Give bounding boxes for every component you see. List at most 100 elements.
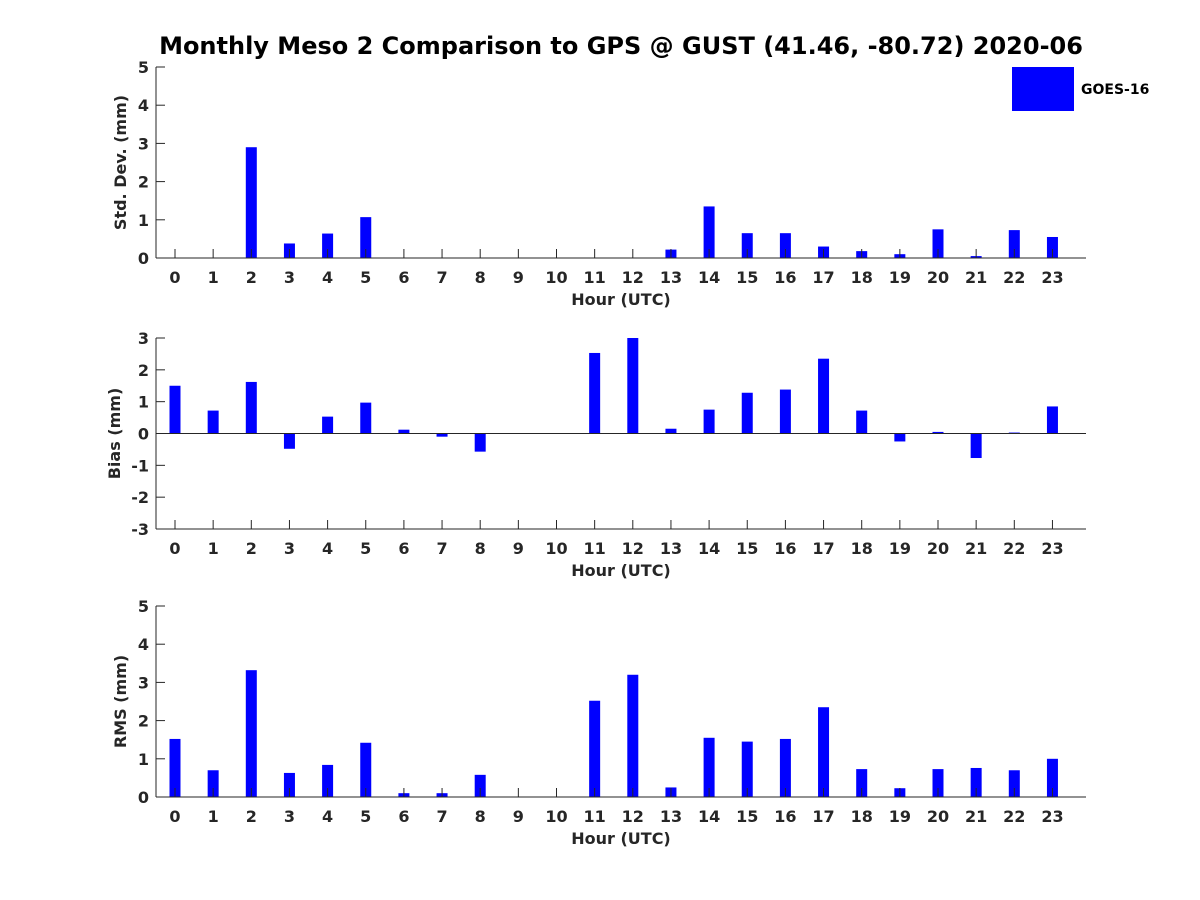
x-tick-label: 8 bbox=[475, 807, 486, 826]
x-tick-label: 4 bbox=[322, 807, 333, 826]
x-tick-label: 14 bbox=[698, 539, 720, 558]
x-tick-label: 12 bbox=[622, 807, 644, 826]
y-tick-label: 2 bbox=[138, 712, 149, 731]
bar-hour-8 bbox=[474, 433, 486, 452]
bar-hour-14 bbox=[703, 737, 715, 797]
bar-hour-2 bbox=[245, 670, 257, 797]
bar-hour-20 bbox=[932, 769, 944, 797]
x-tick-label: 7 bbox=[436, 268, 447, 287]
x-tick-label: 0 bbox=[169, 268, 180, 287]
x-tick-label: 21 bbox=[965, 807, 987, 826]
y-tick-label: 1 bbox=[138, 750, 149, 769]
bar-hour-18 bbox=[856, 769, 868, 797]
bar-hour-15 bbox=[741, 233, 753, 258]
y-tick-label: 4 bbox=[138, 635, 149, 654]
y-tick-label: 5 bbox=[138, 597, 149, 616]
bar-hour-8 bbox=[474, 774, 486, 797]
x-tick-label: 12 bbox=[622, 539, 644, 558]
x-tick-label: 0 bbox=[169, 807, 180, 826]
x-tick-label: 3 bbox=[284, 268, 295, 287]
x-tick-label: 7 bbox=[436, 807, 447, 826]
bar-hour-4 bbox=[322, 416, 334, 434]
x-tick-label: 1 bbox=[208, 807, 219, 826]
x-tick-label: 19 bbox=[889, 807, 911, 826]
x-tick-label: 7 bbox=[436, 539, 447, 558]
x-tick-label: 13 bbox=[660, 539, 682, 558]
x-tick-label: 17 bbox=[812, 268, 834, 287]
x-tick-label: 18 bbox=[851, 807, 873, 826]
x-tick-label: 13 bbox=[660, 807, 682, 826]
y-tick-label: 2 bbox=[138, 173, 149, 192]
x-tick-label: 6 bbox=[398, 539, 409, 558]
bar-hour-0 bbox=[169, 385, 181, 434]
y-tick-label: 5 bbox=[138, 58, 149, 77]
x-tick-label: 14 bbox=[698, 268, 720, 287]
y-tick-label: -3 bbox=[131, 520, 149, 539]
x-tick-label: 16 bbox=[774, 268, 796, 287]
bar-hour-19 bbox=[894, 433, 906, 442]
bar-hour-2 bbox=[245, 147, 257, 258]
x-tick-label: 9 bbox=[513, 539, 524, 558]
bar-hour-2 bbox=[245, 381, 257, 434]
bar-hour-5 bbox=[360, 217, 372, 258]
legend-label: GOES-16 bbox=[1081, 82, 1149, 98]
x-tick-label: 20 bbox=[927, 807, 949, 826]
bar-hour-21 bbox=[970, 767, 982, 797]
x-tick-label: 22 bbox=[1003, 807, 1025, 826]
bar-hour-15 bbox=[741, 392, 753, 434]
x-tick-label: 1 bbox=[208, 539, 219, 558]
y-axis-label: RMS (mm) bbox=[111, 655, 130, 748]
x-tick-label: 9 bbox=[513, 807, 524, 826]
x-tick-label: 16 bbox=[774, 807, 796, 826]
bar-hour-16 bbox=[779, 738, 791, 797]
x-tick-label: 16 bbox=[774, 539, 796, 558]
y-tick-label: 2 bbox=[138, 361, 149, 380]
x-axis-label: Hour (UTC) bbox=[571, 561, 671, 580]
x-tick-label: 8 bbox=[475, 268, 486, 287]
x-tick-label: 11 bbox=[584, 807, 606, 826]
x-tick-label: 5 bbox=[360, 268, 371, 287]
bar-hour-7 bbox=[436, 433, 448, 437]
bar-hour-13 bbox=[665, 428, 677, 434]
y-tick-label: 3 bbox=[138, 329, 149, 348]
y-axis-label: Bias (mm) bbox=[105, 388, 124, 480]
x-tick-label: 11 bbox=[584, 539, 606, 558]
x-tick-label: 15 bbox=[736, 268, 758, 287]
bar-hour-4 bbox=[322, 764, 334, 797]
x-tick-label: 15 bbox=[736, 539, 758, 558]
bar-hour-3 bbox=[283, 772, 295, 797]
y-tick-label: 0 bbox=[138, 788, 149, 807]
bar-hour-15 bbox=[741, 741, 753, 797]
x-tick-label: 6 bbox=[398, 807, 409, 826]
x-tick-label: 5 bbox=[360, 539, 371, 558]
bar-hour-22 bbox=[1008, 770, 1020, 797]
y-tick-label: 0 bbox=[138, 425, 149, 444]
y-axis-label: Std. Dev. (mm) bbox=[111, 95, 130, 230]
bar-hour-11 bbox=[589, 700, 601, 797]
y-tick-label: 3 bbox=[138, 134, 149, 153]
x-tick-label: 14 bbox=[698, 807, 720, 826]
bar-hour-23 bbox=[1046, 406, 1058, 434]
x-tick-label: 11 bbox=[584, 268, 606, 287]
bar-hour-14 bbox=[703, 206, 715, 258]
bar-hour-16 bbox=[779, 233, 791, 258]
x-tick-label: 1 bbox=[208, 268, 219, 287]
x-tick-label: 10 bbox=[545, 268, 567, 287]
x-tick-label: 23 bbox=[1041, 807, 1063, 826]
bar-hour-1 bbox=[207, 410, 219, 434]
bar-hour-1 bbox=[207, 770, 219, 797]
bar-hour-18 bbox=[856, 410, 868, 434]
x-axis-label: Hour (UTC) bbox=[571, 829, 671, 848]
bar-hour-23 bbox=[1046, 758, 1058, 797]
bar-hour-17 bbox=[818, 707, 830, 797]
bar-hour-17 bbox=[818, 358, 830, 434]
x-tick-label: 23 bbox=[1041, 268, 1063, 287]
y-tick-label: 3 bbox=[138, 673, 149, 692]
bar-hour-22 bbox=[1008, 230, 1020, 258]
x-tick-label: 18 bbox=[851, 268, 873, 287]
x-tick-label: 2 bbox=[246, 807, 257, 826]
x-tick-label: 6 bbox=[398, 268, 409, 287]
x-tick-label: 3 bbox=[284, 539, 295, 558]
